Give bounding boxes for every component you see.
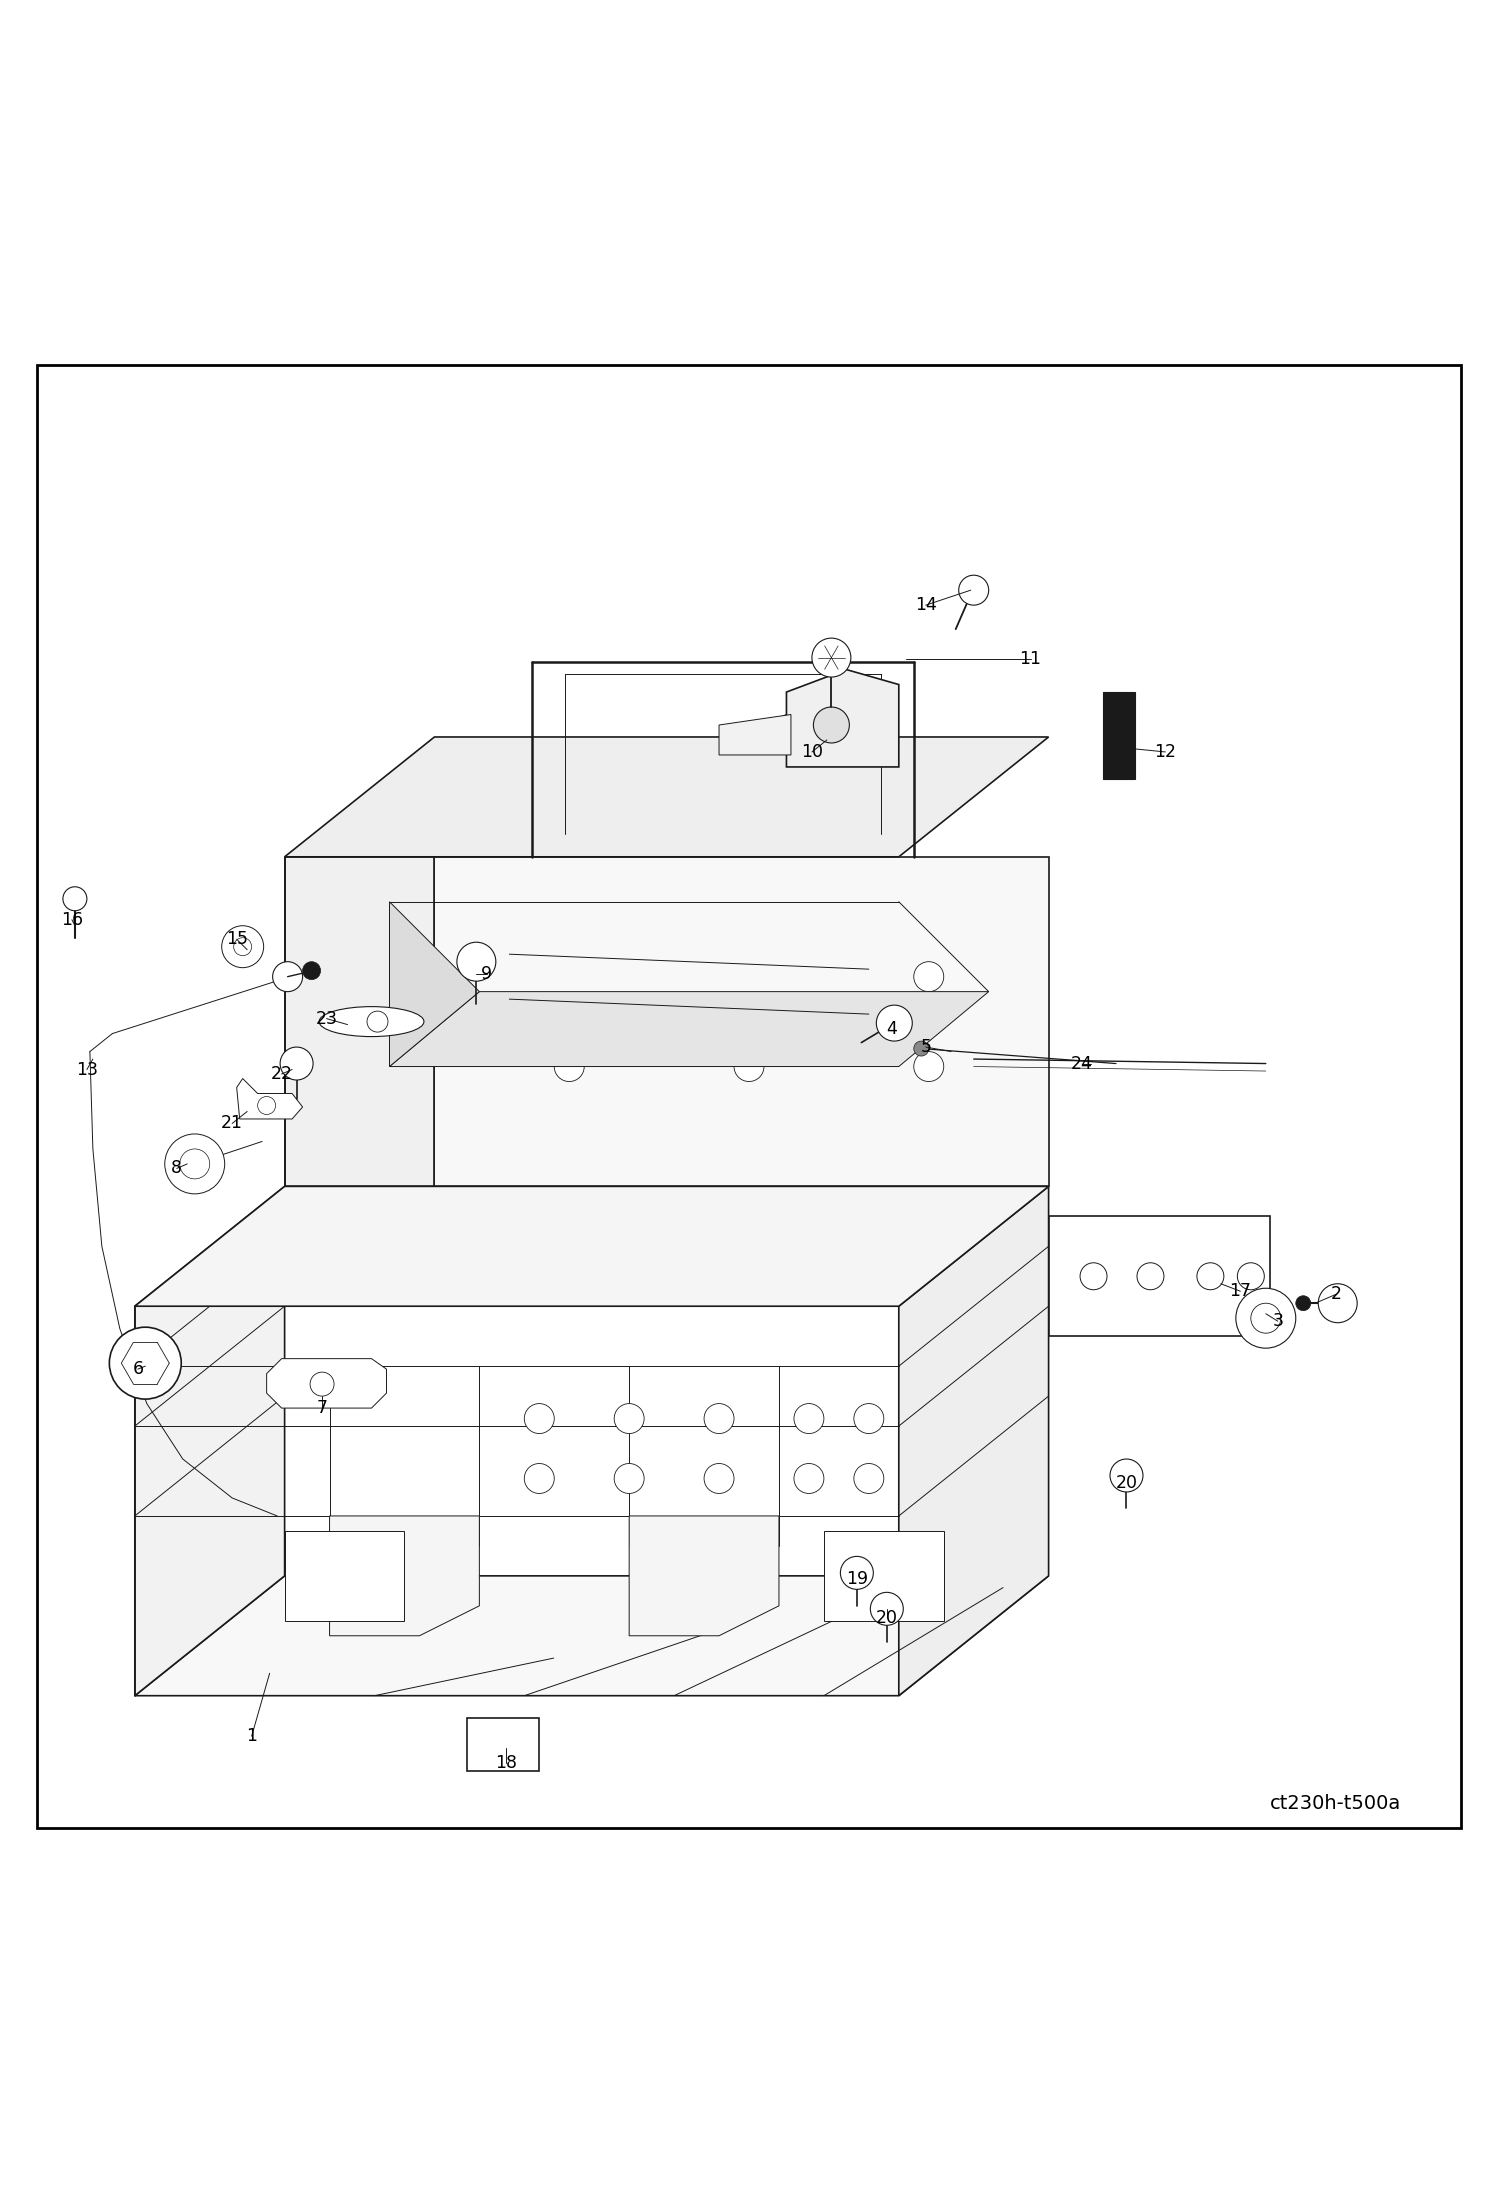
Bar bbox=[1103, 693, 1135, 779]
Circle shape bbox=[457, 943, 496, 980]
Polygon shape bbox=[434, 857, 1049, 1186]
Circle shape bbox=[813, 706, 849, 743]
Ellipse shape bbox=[319, 1007, 424, 1037]
Circle shape bbox=[554, 1053, 584, 1081]
Text: 4: 4 bbox=[885, 1020, 897, 1037]
Circle shape bbox=[876, 1004, 912, 1042]
Polygon shape bbox=[135, 1577, 1049, 1695]
Circle shape bbox=[704, 1463, 734, 1493]
Circle shape bbox=[812, 638, 851, 678]
Text: 11: 11 bbox=[1020, 649, 1041, 669]
Text: 13: 13 bbox=[76, 1061, 97, 1079]
Circle shape bbox=[1296, 1296, 1311, 1311]
Circle shape bbox=[280, 1046, 313, 1079]
Text: 15: 15 bbox=[226, 930, 247, 947]
Circle shape bbox=[734, 1053, 764, 1081]
Circle shape bbox=[1197, 1263, 1224, 1289]
Text: 5: 5 bbox=[920, 1037, 932, 1057]
Text: 16: 16 bbox=[61, 910, 82, 930]
Text: 12: 12 bbox=[1155, 743, 1176, 761]
Polygon shape bbox=[899, 1186, 1049, 1695]
Polygon shape bbox=[389, 901, 479, 1066]
Text: 9: 9 bbox=[481, 965, 493, 982]
Polygon shape bbox=[267, 1360, 386, 1408]
Polygon shape bbox=[135, 1186, 1049, 1307]
Circle shape bbox=[1137, 1263, 1164, 1289]
Circle shape bbox=[614, 1463, 644, 1493]
Polygon shape bbox=[389, 991, 989, 1066]
Text: 6: 6 bbox=[132, 1360, 144, 1377]
Text: 1: 1 bbox=[246, 1728, 258, 1746]
Text: 23: 23 bbox=[316, 1009, 337, 1029]
Text: 3: 3 bbox=[1272, 1311, 1284, 1331]
Circle shape bbox=[1251, 1303, 1281, 1333]
Circle shape bbox=[109, 1327, 181, 1399]
Circle shape bbox=[854, 1404, 884, 1434]
Circle shape bbox=[367, 1011, 388, 1033]
Text: ct230h-t500a: ct230h-t500a bbox=[1269, 1794, 1401, 1814]
Bar bbox=[467, 1717, 539, 1770]
Text: 22: 22 bbox=[271, 1066, 292, 1083]
Polygon shape bbox=[1049, 1217, 1270, 1336]
Circle shape bbox=[180, 1149, 210, 1180]
Circle shape bbox=[794, 1463, 824, 1493]
Circle shape bbox=[524, 1404, 554, 1434]
Circle shape bbox=[234, 939, 252, 956]
Circle shape bbox=[165, 1134, 225, 1193]
Text: 19: 19 bbox=[846, 1570, 867, 1588]
Circle shape bbox=[303, 963, 321, 980]
Circle shape bbox=[524, 1463, 554, 1493]
Circle shape bbox=[704, 1404, 734, 1434]
Circle shape bbox=[914, 1053, 944, 1081]
Polygon shape bbox=[285, 1531, 404, 1621]
Polygon shape bbox=[135, 1186, 285, 1695]
Polygon shape bbox=[629, 1515, 779, 1636]
Circle shape bbox=[273, 963, 303, 991]
Circle shape bbox=[1110, 1458, 1143, 1491]
Polygon shape bbox=[237, 1079, 303, 1118]
Text: 21: 21 bbox=[222, 1114, 243, 1132]
Circle shape bbox=[222, 925, 264, 967]
Circle shape bbox=[870, 1592, 903, 1625]
Circle shape bbox=[1318, 1283, 1357, 1322]
Text: 2: 2 bbox=[1330, 1285, 1342, 1303]
Polygon shape bbox=[330, 1515, 479, 1636]
Polygon shape bbox=[719, 715, 791, 754]
Circle shape bbox=[794, 1404, 824, 1434]
Circle shape bbox=[854, 1463, 884, 1493]
Text: 8: 8 bbox=[171, 1160, 183, 1178]
Polygon shape bbox=[285, 857, 434, 1186]
Circle shape bbox=[258, 1096, 276, 1114]
Text: 7: 7 bbox=[316, 1399, 328, 1417]
Circle shape bbox=[959, 575, 989, 605]
Text: 20: 20 bbox=[876, 1610, 897, 1627]
Circle shape bbox=[914, 963, 944, 991]
Circle shape bbox=[914, 1042, 929, 1057]
Text: 10: 10 bbox=[801, 743, 822, 761]
Circle shape bbox=[63, 886, 87, 910]
Text: 18: 18 bbox=[496, 1754, 517, 1772]
Circle shape bbox=[1237, 1263, 1264, 1289]
Circle shape bbox=[614, 1404, 644, 1434]
Circle shape bbox=[1080, 1263, 1107, 1289]
Text: 14: 14 bbox=[915, 596, 936, 614]
Polygon shape bbox=[285, 737, 1049, 857]
Circle shape bbox=[310, 1373, 334, 1397]
Polygon shape bbox=[824, 1531, 944, 1621]
Circle shape bbox=[1236, 1287, 1296, 1349]
Text: 20: 20 bbox=[1116, 1474, 1137, 1491]
Text: 17: 17 bbox=[1230, 1283, 1251, 1300]
Text: 24: 24 bbox=[1071, 1055, 1092, 1072]
Circle shape bbox=[840, 1557, 873, 1590]
Polygon shape bbox=[786, 669, 899, 768]
